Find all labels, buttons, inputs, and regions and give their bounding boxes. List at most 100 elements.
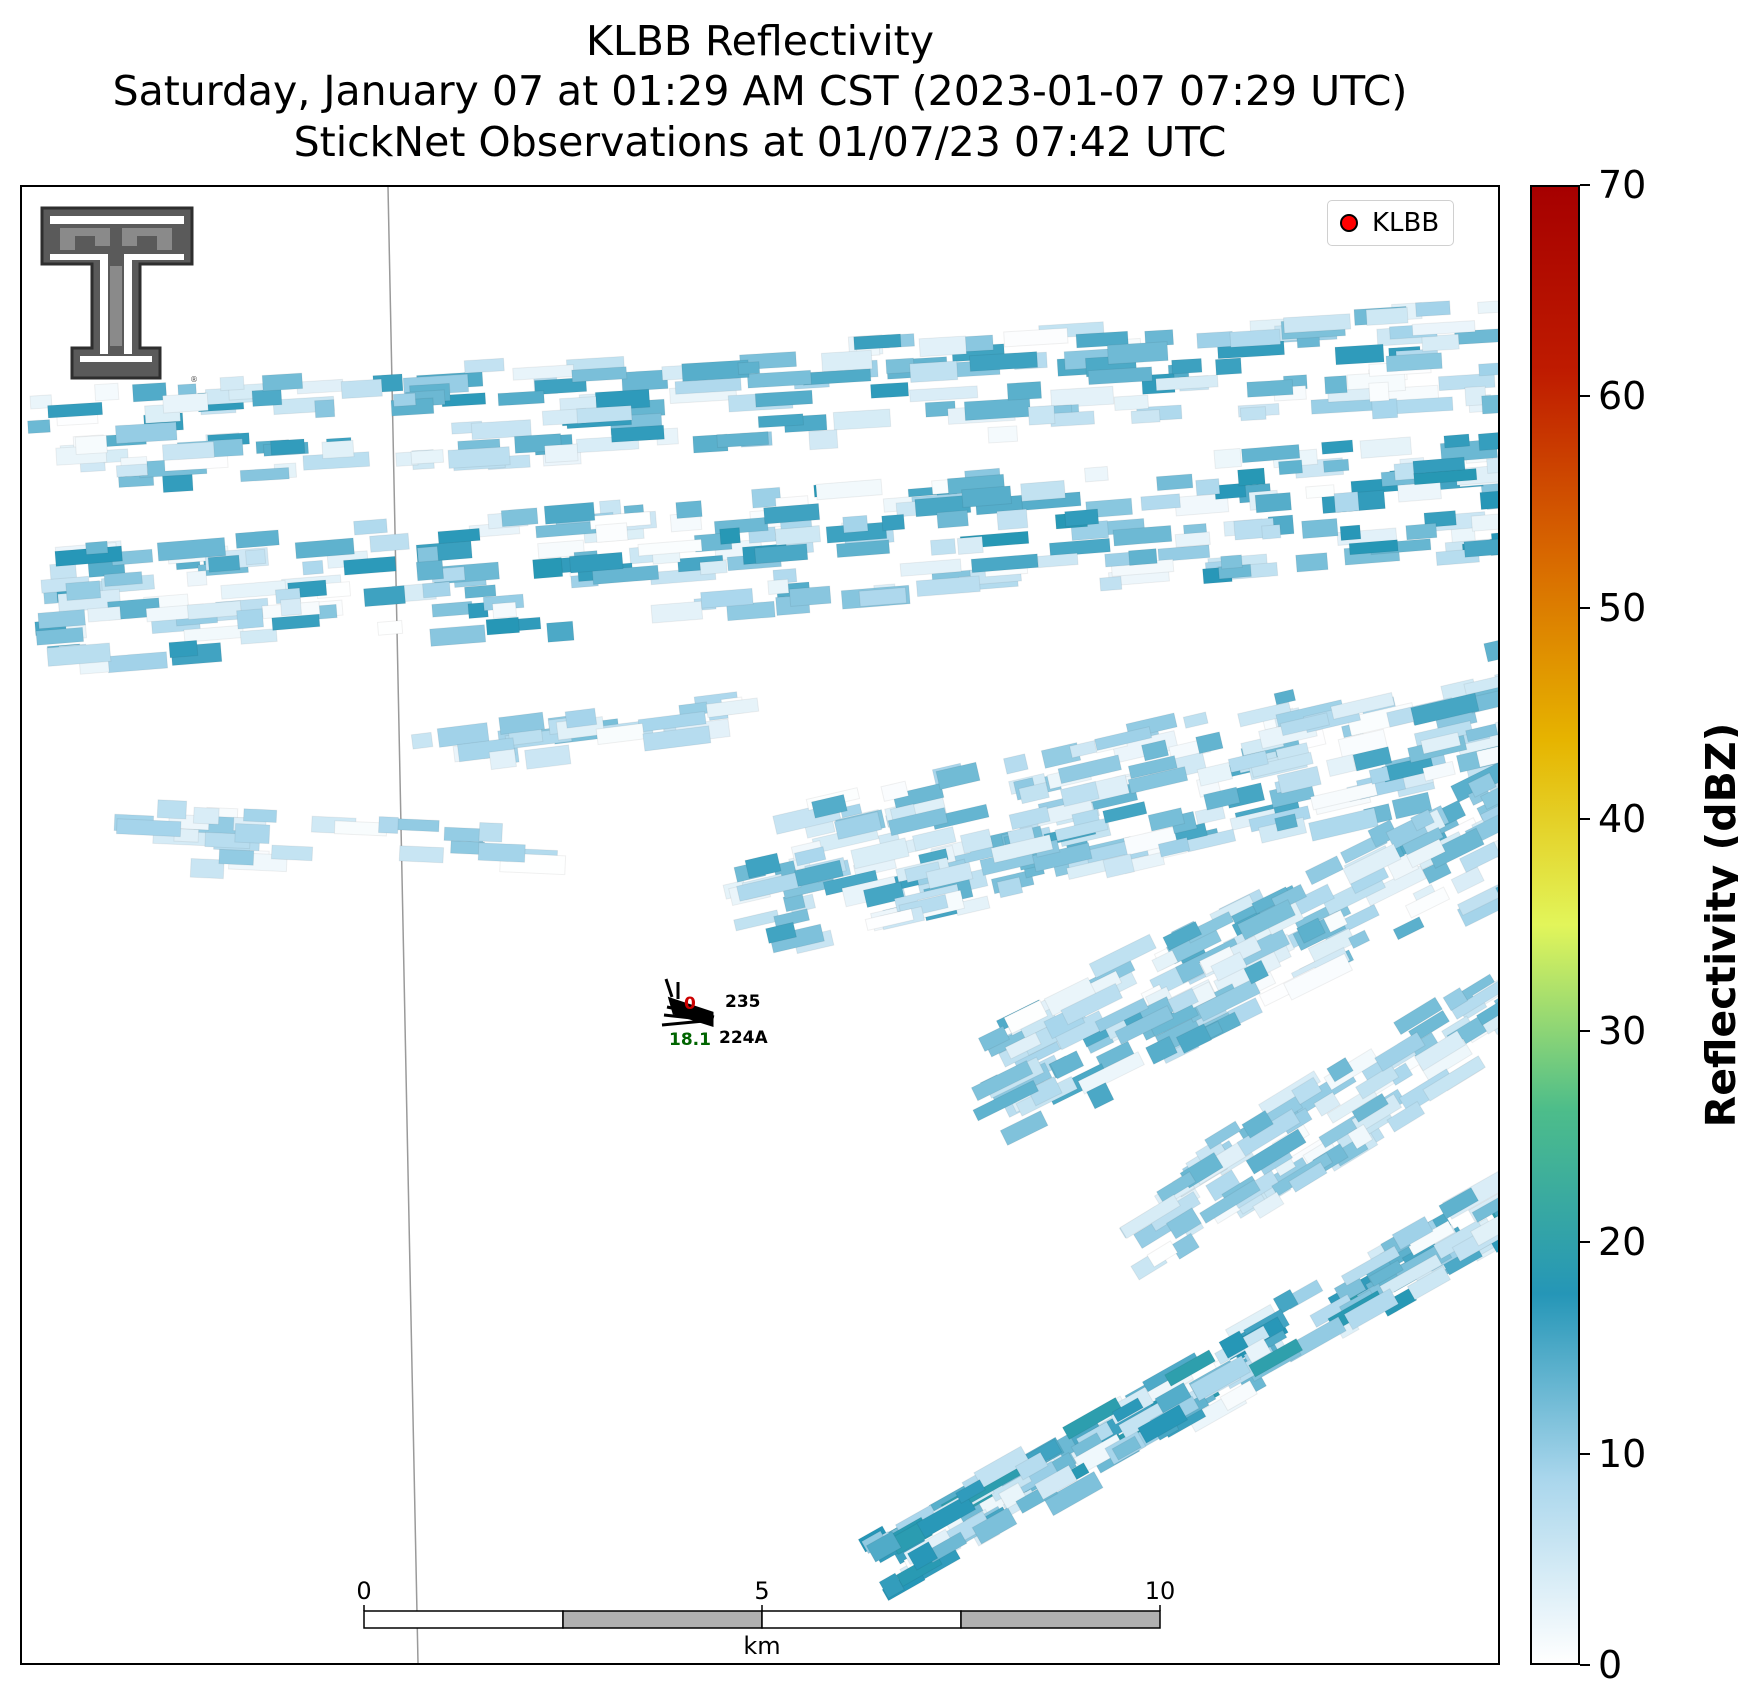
echo-gate [218,848,255,866]
echo-gate [853,333,902,351]
scale-tick-0: 0 [356,1577,371,1605]
echo-gate [1486,1204,1498,1254]
echo-gate [392,392,417,408]
echo-gate [1144,1035,1178,1065]
echo-gate [437,527,481,545]
echo-gate [1057,754,1123,785]
echo-gate [1479,778,1498,811]
echo-gate [1340,1245,1401,1287]
echo-gate [1112,524,1173,547]
echo-gate [1050,385,1115,409]
echo-gate [699,559,728,576]
echo-gate [1060,982,1124,1026]
echo-gate [1483,628,1498,663]
colorbar-tick-label: 20 [1598,1220,1647,1265]
echo-gate [1456,876,1498,917]
echo-gate [546,620,575,643]
county-boundary-line [387,187,419,1663]
echo-gate [1385,352,1443,373]
echo-gate [1218,1330,1250,1359]
echo-gate [1111,1397,1144,1423]
echo-gate [810,793,848,819]
echo-gate [1480,996,1498,1035]
echo-gate [186,600,242,620]
echo-gate [746,369,812,389]
echo-gate [491,601,518,619]
colorbar-tick-label: 0 [1598,1643,1623,1687]
echo-gate [1322,458,1350,473]
echo-gate [996,876,1024,899]
title-line-3: StickNet Observations at 01/07/23 07:42 … [293,118,1227,166]
echo-gate [94,382,120,402]
echo-gate [443,826,485,843]
echo-gate [296,378,344,395]
echo-gate [485,616,521,636]
echo-gate [500,507,539,528]
echo-gate [1320,439,1354,455]
echo-gate [131,382,168,403]
echo-gate [1333,491,1360,513]
echo-gate [1049,410,1096,428]
echo-gate [700,587,754,609]
echo-gate [1061,1396,1123,1441]
echo-gate [429,624,487,647]
radar-map[interactable]: 0 235 18.1 224A 0 5 10 km [20,185,1500,1665]
echo-gate [903,861,942,884]
echo-gate [737,361,761,376]
echo-gate [935,761,981,791]
echo-gate [1421,333,1460,352]
echo-gate [820,349,873,373]
echo-gate [1006,381,1043,401]
title-line-2: Saturday, January 07 at 01:29 AM CST (20… [112,67,1408,115]
echo-gate [1422,1055,1487,1102]
double-t-logo: ® [40,206,198,384]
echo-gate [301,559,324,576]
echo-gate [1245,1128,1307,1175]
echo-gate [524,744,572,770]
echo-gate [865,1530,902,1563]
echo-gate [1450,866,1485,895]
echo-gate [1250,751,1314,778]
echo-gate [1374,1031,1426,1073]
echo-gate [1254,491,1293,514]
echo-gate [1102,800,1148,824]
echo-gate [1412,456,1466,475]
echo-gate [1237,467,1266,487]
echo-gate [1367,819,1399,848]
echo-gate [1064,508,1100,527]
echo-gate [793,846,827,867]
echo-gate [1220,554,1243,570]
echo-gate [421,581,452,599]
echo-gate [463,357,505,374]
echo-gate [1296,917,1326,944]
echo-gate [595,722,645,746]
echo-gate [1151,949,1179,973]
echo-gate [478,821,504,843]
echo-gate [1027,1075,1063,1107]
echo-gate [769,923,825,954]
echo-gate [1368,765,1391,785]
echo-gate [832,408,892,431]
echo-gate [1018,781,1050,805]
echo-gate [115,818,182,838]
echo-gate [1304,855,1345,886]
echo-gate [972,1079,1040,1122]
echo-gate [906,1541,939,1571]
echo-gate [1405,522,1438,541]
echo-gate [376,619,404,636]
echo-gate [1322,909,1349,934]
radar-map-svg: 0 235 18.1 224A 0 5 10 km [27,187,1498,1663]
colorbar-tick-label: 10 [1598,1431,1647,1476]
colorbar-tick-label: 30 [1598,1008,1647,1053]
echo-gate [1283,953,1354,1001]
echo-gate [1469,1213,1498,1247]
echo-gate [398,845,445,864]
echo-gate [1475,982,1498,1026]
echo-gate [236,608,265,630]
scale-bar: 0 5 10 km [356,1577,1175,1660]
colorbar-tick-label: 40 [1598,797,1647,842]
echo-gate [29,394,53,410]
echo-gate [1147,807,1186,832]
echo-gate [1443,433,1471,449]
echo-gate [1119,1194,1181,1240]
